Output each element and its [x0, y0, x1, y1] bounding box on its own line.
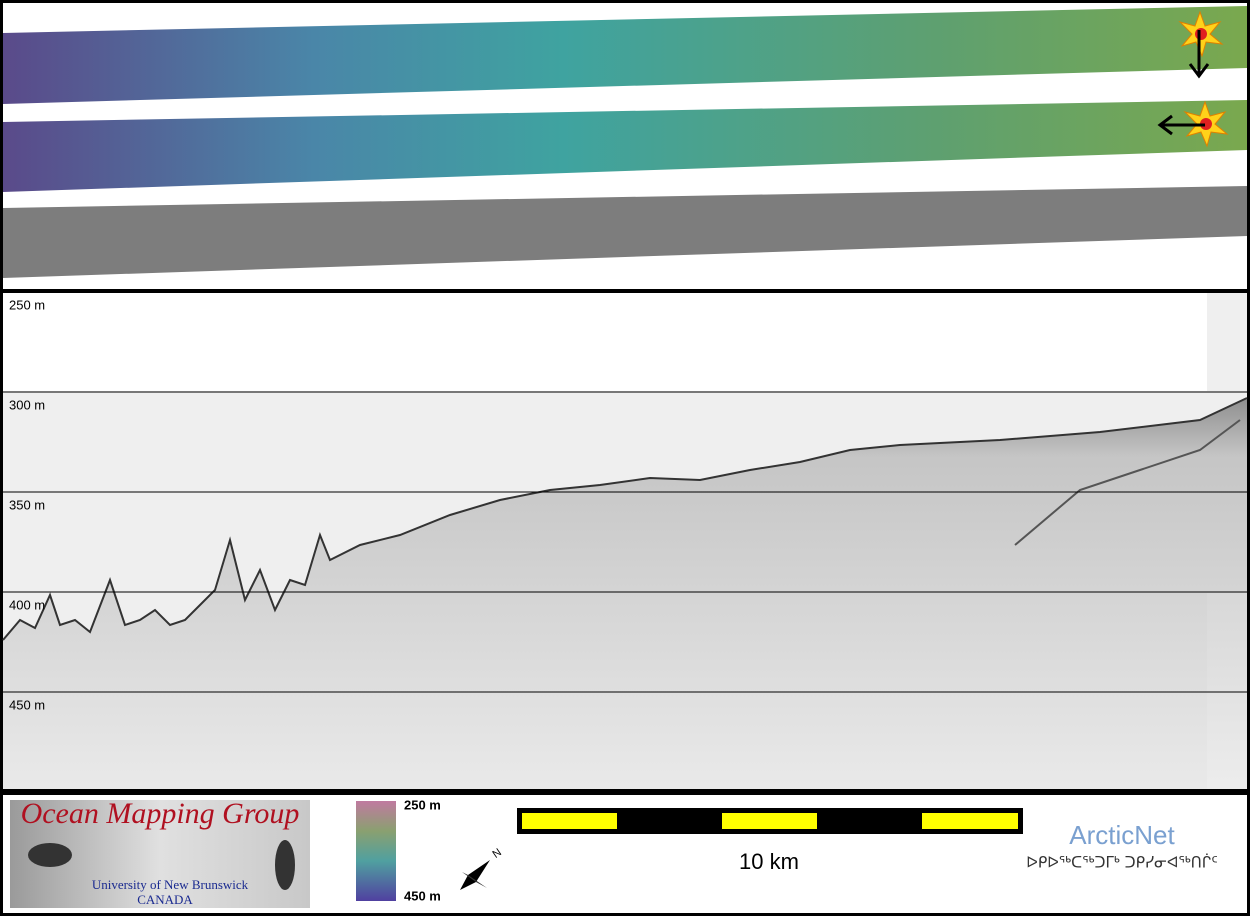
depth-label: 450 m: [9, 697, 45, 712]
marker: [1157, 100, 1229, 148]
colorbar-label: 250 m: [404, 797, 441, 812]
scale-bar-segment: [522, 813, 617, 829]
depth-label: 250 m: [9, 297, 45, 312]
color-bar: [356, 801, 396, 901]
scale-bar-segment: [922, 813, 1018, 829]
depth-label: 350 m: [9, 497, 45, 512]
backscatter-swath: [3, 186, 1247, 278]
seabed-line: [2, 397, 1248, 641]
sub-bottom-reflector: [1014, 419, 1241, 546]
depth-label: 300 m: [9, 397, 45, 412]
scale-bar-segment: [722, 813, 817, 829]
colorbar-label: 450 m: [404, 888, 441, 903]
seabed-echo: [3, 398, 1247, 789]
depth-label: 400 m: [9, 597, 45, 612]
sonar-icon: [275, 840, 295, 890]
arcticnet-logo: ArcticNet: [1069, 820, 1175, 850]
arcticnet-tagline: ᐅᑭᐅᖅᑕᖅᑐᒥᒃ ᑐᑭᓯᓂᐊᖅᑎᒌᑦ: [1026, 854, 1217, 872]
bathymetry-swath: [3, 6, 1247, 104]
logo-line: CANADA: [137, 892, 193, 907]
profile-panel: 250 m 300 m 350 m 400 m 450 m: [2, 291, 1248, 789]
backscatter-bathy-swath: [3, 100, 1247, 192]
logo-title: Ocean Mapping Group: [21, 797, 300, 830]
marker: [1178, 10, 1224, 79]
vessel-icon: [28, 843, 72, 867]
logo-line: University of New Brunswick: [92, 877, 249, 892]
water-column: [3, 293, 1207, 391]
scale-bar-label: 10 km: [739, 849, 799, 874]
